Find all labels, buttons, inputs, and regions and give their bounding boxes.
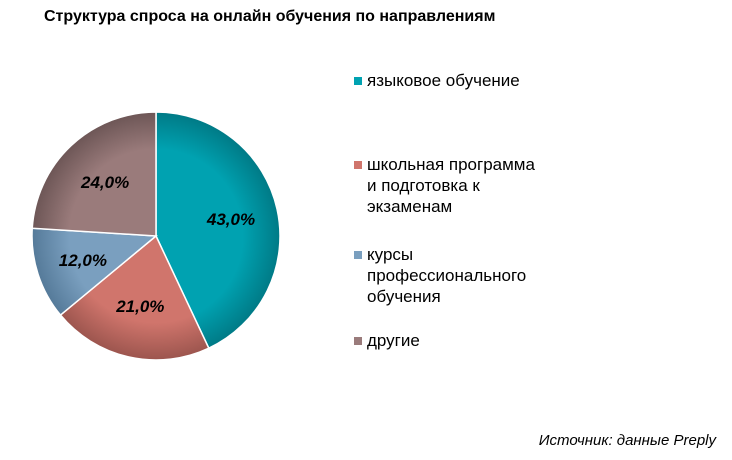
chart-title: Структура спроса на онлайн обучения по н… bbox=[44, 8, 496, 25]
pie-slice-school bbox=[59, 234, 210, 361]
slice-label-professional: 12,0% bbox=[59, 251, 107, 270]
legend-swatch-language bbox=[354, 77, 362, 85]
legend-item-school: школьная программа и подготовка к экзаме… bbox=[354, 154, 584, 217]
slice-label-other: 24,0% bbox=[80, 173, 129, 192]
legend-label-language: языковое обучение bbox=[367, 71, 520, 90]
slice-label-school: 21,0% bbox=[115, 297, 164, 316]
legend-item-professional: курсы профессионального обучения bbox=[354, 244, 584, 307]
legend-item-language: языковое обучение bbox=[354, 70, 584, 91]
pie-slice-other bbox=[31, 111, 157, 237]
legend-swatch-professional bbox=[354, 251, 362, 259]
legend-label-professional: курсы профессионального обучения bbox=[367, 245, 527, 306]
legend-item-other: другие bbox=[354, 330, 584, 351]
slice-label-language: 43,0% bbox=[206, 210, 255, 229]
legend-swatch-other bbox=[354, 337, 362, 345]
pie-slice-language bbox=[155, 111, 281, 350]
legend-swatch-school bbox=[354, 161, 362, 169]
pie-slice-professional bbox=[31, 227, 158, 317]
legend-label-school: школьная программа и подготовка к экзаме… bbox=[367, 155, 535, 216]
source-note: Источник: данные Preply bbox=[538, 432, 716, 449]
legend-label-other: другие bbox=[367, 331, 420, 350]
